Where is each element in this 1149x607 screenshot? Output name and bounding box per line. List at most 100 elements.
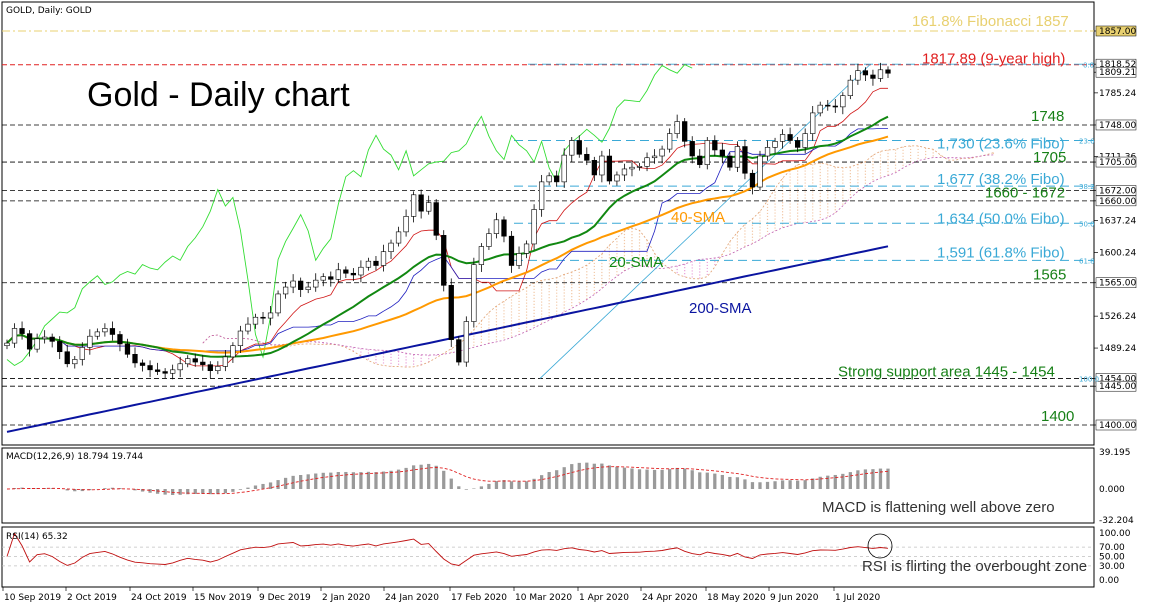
candle-body xyxy=(19,328,25,334)
candle-body xyxy=(666,133,673,150)
macd-tick-label: -32.204 xyxy=(1099,516,1134,526)
candle-body xyxy=(162,371,168,374)
candle-body xyxy=(870,74,876,79)
level-label: 1817.89 (9-year high) xyxy=(922,51,1065,68)
candle-body xyxy=(154,369,161,372)
candle-body xyxy=(192,358,198,363)
candle-body xyxy=(516,253,522,266)
price-tick-label: 1672.00 xyxy=(1099,186,1136,196)
sma20-label: 20-SMA xyxy=(609,254,663,271)
candle-body xyxy=(840,95,846,108)
level-label: 1,730 (23.6% Fibo) xyxy=(937,135,1065,152)
candle-body xyxy=(546,175,552,183)
candle-body xyxy=(606,155,613,182)
candle-body xyxy=(64,351,70,365)
candle-body xyxy=(584,153,590,161)
candle-body xyxy=(72,359,78,365)
candle-body xyxy=(561,154,567,183)
candle-body xyxy=(749,172,756,188)
candle-body xyxy=(49,336,55,342)
price-tick-label: 1660.00 xyxy=(1099,197,1136,207)
candle-body xyxy=(433,202,439,236)
price-box xyxy=(1095,119,1137,131)
candle-body xyxy=(267,312,274,319)
ichimoku-cloud xyxy=(202,145,995,368)
candle-body xyxy=(290,280,296,288)
candle-body xyxy=(734,146,741,168)
price-tick-label: 1748.00 xyxy=(1099,121,1136,131)
sma200-label: 200-SMA xyxy=(689,300,752,317)
rsi-label: RSI(14) 65.32 xyxy=(6,532,68,542)
candle-body xyxy=(350,272,357,276)
date-tick-label: 10 Mar 2020 xyxy=(515,593,572,603)
candle-body xyxy=(463,321,469,363)
date-tick-label: 24 Oct 2019 xyxy=(131,593,187,603)
date-tick-label: 9 Dec 2019 xyxy=(259,593,311,603)
candle-body xyxy=(395,231,402,244)
candle-body xyxy=(531,209,537,245)
date-tick-label: 15 Nov 2019 xyxy=(194,593,252,603)
rsi-tick-label: 0.00 xyxy=(1099,576,1119,586)
fibo-tag: 61.8 xyxy=(1079,257,1095,265)
rsi-tick-label: 30.00 xyxy=(1099,562,1125,572)
candle-body xyxy=(795,140,801,148)
sma200-line xyxy=(6,245,889,433)
candle-body xyxy=(712,140,718,151)
candle-body xyxy=(697,155,703,165)
candle-body xyxy=(185,358,191,365)
cloud-border xyxy=(202,154,994,356)
candle-body xyxy=(825,104,831,107)
candle-body xyxy=(222,356,229,367)
level-label: Strong support area 1445 - 1454 xyxy=(838,363,1055,380)
candle-body xyxy=(320,276,326,281)
candle-body xyxy=(486,233,492,247)
price-box xyxy=(1095,380,1137,392)
candle-body xyxy=(855,70,861,81)
candle-body xyxy=(742,146,748,174)
price-tick-label: 1809.21 xyxy=(1099,68,1136,78)
candle-body xyxy=(343,269,349,274)
candle-body xyxy=(418,194,424,212)
sma40-label: 40-SMA xyxy=(671,209,725,226)
candle-body xyxy=(621,168,628,176)
candle-body xyxy=(501,219,507,237)
candle-body xyxy=(388,242,394,253)
macd-tick-label: 0.000 xyxy=(1099,485,1125,495)
candle-body xyxy=(42,336,48,340)
candle-body xyxy=(4,342,10,346)
level-label: 1748 xyxy=(1031,108,1064,125)
price-tick-label: 1445.00 xyxy=(1099,382,1136,392)
date-axis: 10 Sep 2019 2 Oct 2019 24 Oct 2019 15 Nov 2… xyxy=(2,587,880,603)
price-box xyxy=(1095,185,1137,196)
level-label: 1660 - 1672 xyxy=(985,184,1065,201)
kijun-line xyxy=(6,127,888,352)
candle-body xyxy=(802,133,808,148)
price-tick-label: 1857.00 xyxy=(1099,27,1136,37)
date-tick-label: 24 Apr 2020 xyxy=(642,593,698,603)
candle-body xyxy=(11,328,18,344)
date-tick-label: 24 Jan 2020 xyxy=(385,593,439,603)
candle-body xyxy=(245,323,251,332)
price-tick-label: 1785.24 xyxy=(1099,89,1136,99)
rsi-annotation: RSI is flirting the overbought zone xyxy=(862,558,1087,575)
fibo-tag: 23.6 xyxy=(1079,137,1095,145)
candle-body xyxy=(719,149,725,157)
candle-body xyxy=(636,166,643,168)
price-tick-label: 1705.00 xyxy=(1099,158,1136,168)
candle-body xyxy=(426,202,432,212)
candle-body xyxy=(305,286,311,290)
candle-body xyxy=(779,134,786,142)
candle-body xyxy=(478,246,485,265)
fibo-tag: 0.0 xyxy=(1083,62,1094,70)
candle-body xyxy=(704,140,710,165)
price-box xyxy=(1095,25,1137,37)
macd-label: MACD(12,26,9) 18.794 19.744 xyxy=(6,452,143,462)
candle-body xyxy=(170,369,176,374)
rsi-panel-frame xyxy=(1,526,1095,588)
date-tick-label: 1 Apr 2020 xyxy=(579,593,629,603)
candle-body xyxy=(508,235,515,266)
candle-body xyxy=(358,266,364,276)
candle-body xyxy=(79,347,85,360)
